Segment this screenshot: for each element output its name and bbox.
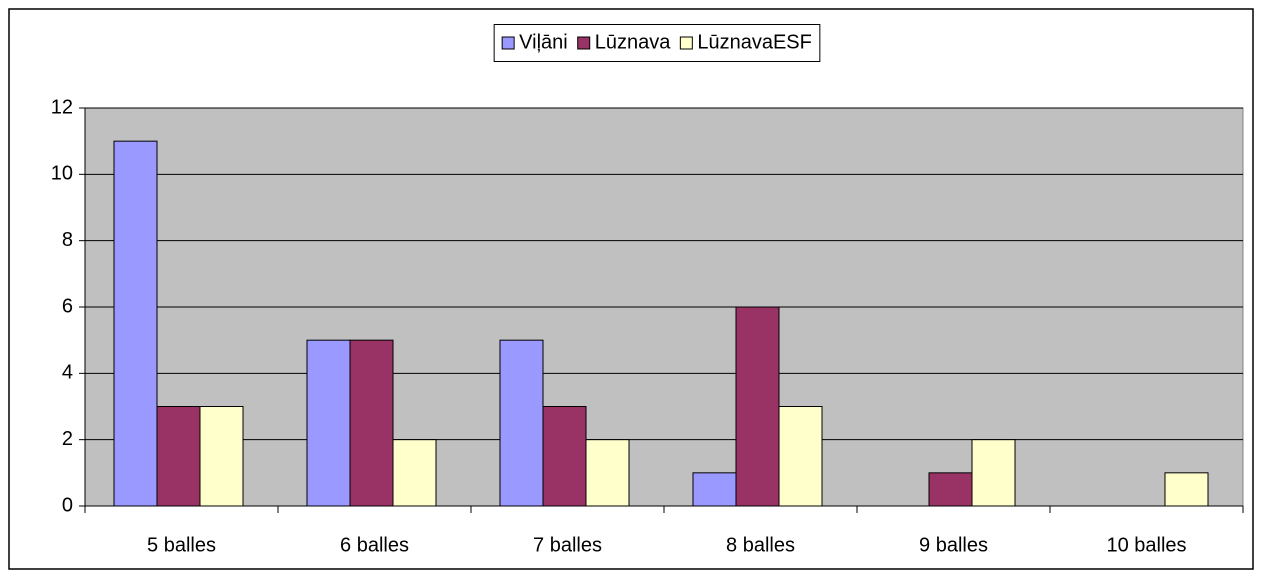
x-tick-label: 9 balles	[919, 534, 988, 556]
y-tick-label: 8	[62, 229, 73, 251]
x-tick-label: 6 balles	[340, 534, 409, 556]
bar	[735, 306, 780, 507]
x-tick-label: 10 balles	[1106, 534, 1186, 556]
legend-item: LūznavaESF	[679, 31, 812, 53]
legend-label: Viļāni	[519, 31, 568, 53]
x-tick-label: 7 balles	[533, 534, 602, 556]
bar	[542, 406, 587, 507]
legend-swatch	[679, 36, 693, 50]
y-tick-label: 4	[62, 362, 73, 384]
y-tick-label: 10	[51, 163, 73, 185]
legend-item: Viļāni	[501, 31, 568, 53]
bar	[928, 472, 973, 507]
bar	[1164, 472, 1209, 507]
legend-item: Lūznava	[577, 31, 671, 53]
bar	[499, 339, 544, 507]
bar	[692, 472, 737, 507]
bar	[778, 406, 823, 507]
y-tick-label: 2	[62, 428, 73, 450]
bar	[113, 140, 158, 507]
bar	[349, 339, 394, 507]
bar	[156, 406, 201, 507]
x-tick-label: 8 balles	[726, 534, 795, 556]
y-tick-label: 0	[62, 494, 73, 516]
bar	[392, 439, 437, 507]
legend-box	[493, 24, 821, 62]
legend-label: LūznavaESF	[697, 31, 812, 53]
bar	[585, 439, 630, 507]
legend-swatch	[501, 36, 515, 50]
legend-label: Lūznava	[595, 31, 671, 53]
bar	[971, 439, 1016, 507]
y-tick-label: 12	[51, 96, 73, 118]
bar	[199, 406, 244, 507]
legend-swatch	[577, 36, 591, 50]
legend: Viļāni Lūznava LūznavaESF	[493, 24, 821, 62]
bar	[306, 339, 351, 507]
y-tick-label: 6	[62, 295, 73, 317]
x-tick-label: 5 balles	[147, 534, 216, 556]
